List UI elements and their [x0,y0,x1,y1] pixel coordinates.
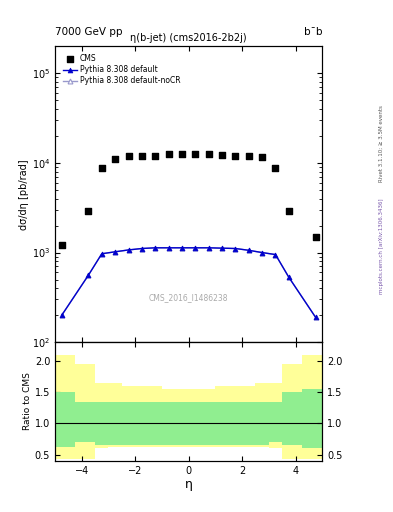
CMS [286,207,292,215]
Pythia 8.308 default [126,247,131,253]
Pythia 8.308 default [260,249,264,255]
Pythia 8.308 default [313,314,318,321]
Text: mcplots.cern.ch [arXiv:1306.3436]: mcplots.cern.ch [arXiv:1306.3436] [379,198,384,293]
CMS [139,152,145,160]
CMS [59,241,65,249]
Pythia 8.308 default [273,251,278,258]
Pythia 8.308 default-noCR [220,245,224,251]
Pythia 8.308 default-noCR [233,245,238,251]
Pythia 8.308 default-noCR [260,249,264,255]
X-axis label: η: η [185,478,193,492]
Pythia 8.308 default-noCR [166,245,171,251]
CMS [152,152,158,160]
CMS [99,164,105,172]
CMS [192,150,198,158]
Text: b¯b: b¯b [304,27,322,37]
Pythia 8.308 default-noCR [206,245,211,251]
Pythia 8.308 default [59,312,64,318]
Pythia 8.308 default-noCR [99,251,104,257]
CMS [112,155,118,163]
Text: η(b-jet) (cms2016-2b2j): η(b-jet) (cms2016-2b2j) [130,33,247,43]
Pythia 8.308 default [233,245,238,251]
Pythia 8.308 default-noCR [313,314,318,321]
CMS [232,152,239,160]
Pythia 8.308 default-noCR [246,247,251,253]
Pythia 8.308 default-noCR [86,272,91,278]
Text: 7000 GeV pp: 7000 GeV pp [55,27,123,37]
Pythia 8.308 default-noCR [180,245,184,251]
CMS [272,164,279,173]
Pythia 8.308 default [286,274,291,281]
Pythia 8.308 default-noCR [153,245,158,251]
CMS [219,151,225,159]
Line: Pythia 8.308 default: Pythia 8.308 default [59,245,318,319]
CMS [125,152,132,160]
CMS [259,153,265,161]
Pythia 8.308 default [86,272,91,278]
Pythia 8.308 default-noCR [273,251,278,258]
CMS [85,207,92,215]
Y-axis label: dσ/dη [pb/rad]: dσ/dη [pb/rad] [19,159,29,229]
Pythia 8.308 default [220,245,224,251]
Pythia 8.308 default [140,245,144,251]
Pythia 8.308 default [206,245,211,251]
CMS [165,150,172,158]
Pythia 8.308 default-noCR [286,274,291,281]
Y-axis label: Ratio to CMS: Ratio to CMS [23,373,32,431]
Line: Pythia 8.308 default-noCR: Pythia 8.308 default-noCR [59,245,318,319]
Pythia 8.308 default [113,249,118,255]
Text: CMS_2016_I1486238: CMS_2016_I1486238 [149,293,228,303]
Legend: CMS, Pythia 8.308 default, Pythia 8.308 default-noCR: CMS, Pythia 8.308 default, Pythia 8.308 … [62,53,182,87]
Pythia 8.308 default [153,245,158,251]
Pythia 8.308 default-noCR [140,245,144,251]
Pythia 8.308 default [99,251,104,257]
Pythia 8.308 default-noCR [193,245,198,251]
Pythia 8.308 default-noCR [113,249,118,255]
Pythia 8.308 default-noCR [126,247,131,253]
CMS [206,150,212,158]
Text: Rivet 3.1.10; ≥ 3.5M events: Rivet 3.1.10; ≥ 3.5M events [379,105,384,182]
Pythia 8.308 default [166,245,171,251]
Pythia 8.308 default [193,245,198,251]
Pythia 8.308 default [180,245,184,251]
Pythia 8.308 default-noCR [59,312,64,318]
Pythia 8.308 default [246,247,251,253]
CMS [179,150,185,158]
CMS [246,152,252,160]
CMS [312,232,319,241]
